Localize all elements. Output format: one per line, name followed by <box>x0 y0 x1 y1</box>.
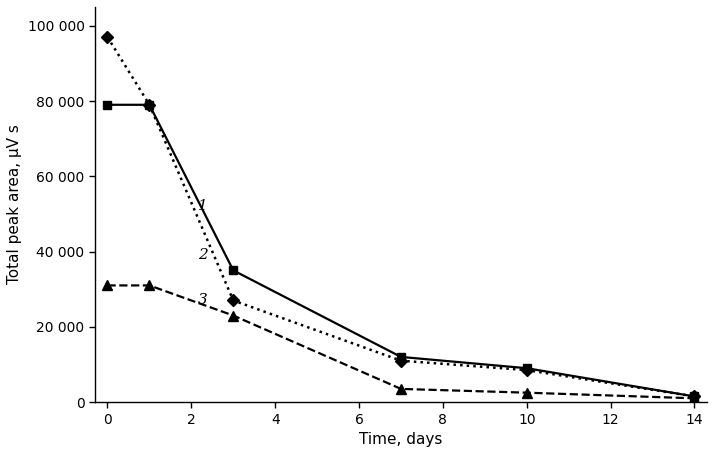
Text: 1: 1 <box>198 199 207 213</box>
Text: 3: 3 <box>198 293 207 307</box>
Text: 2: 2 <box>198 248 207 262</box>
X-axis label: Time, days: Time, days <box>359 432 443 447</box>
Y-axis label: Total peak area, μV s: Total peak area, μV s <box>7 124 22 285</box>
